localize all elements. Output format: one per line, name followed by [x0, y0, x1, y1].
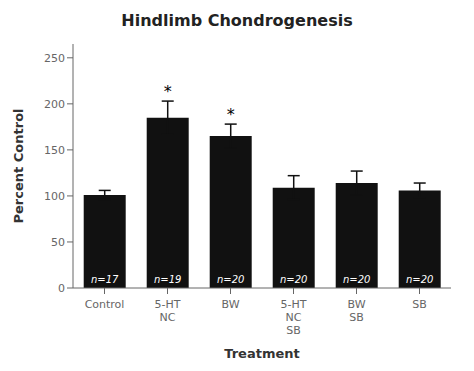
svg-text:BW: BW: [221, 298, 239, 311]
svg-text:Percent Control: Percent Control: [11, 108, 26, 223]
svg-text:n=20: n=20: [280, 274, 307, 285]
svg-text:n=20: n=20: [217, 274, 244, 285]
svg-text:150: 150: [44, 144, 65, 157]
svg-text:*: *: [227, 105, 235, 124]
html-text:Hindlimb Chondrogenesis: Hindlimb Chondrogenesis: [121, 11, 353, 30]
svg-text:Treatment: Treatment: [224, 346, 300, 361]
svg-text:n=20: n=20: [406, 274, 433, 285]
svg-text:Control: Control: [85, 298, 125, 311]
svg-text:*: *: [164, 82, 172, 101]
svg-text:5-HTNC: 5-HTNC: [155, 298, 181, 324]
svg-text:200: 200: [44, 98, 65, 111]
svg-text:50: 50: [51, 236, 65, 249]
svg-text:n=20: n=20: [343, 274, 370, 285]
svg-text:n=17: n=17: [91, 274, 119, 285]
svg-text:100: 100: [44, 190, 65, 203]
svg-text:SB: SB: [412, 298, 427, 311]
svg-text:250: 250: [44, 52, 65, 65]
svg-text:0: 0: [58, 282, 65, 295]
svg-text:5-HTNCSB: 5-HTNCSB: [281, 298, 307, 337]
svg-text:BWSB: BWSB: [347, 298, 365, 324]
svg-text:n=19: n=19: [154, 274, 181, 285]
